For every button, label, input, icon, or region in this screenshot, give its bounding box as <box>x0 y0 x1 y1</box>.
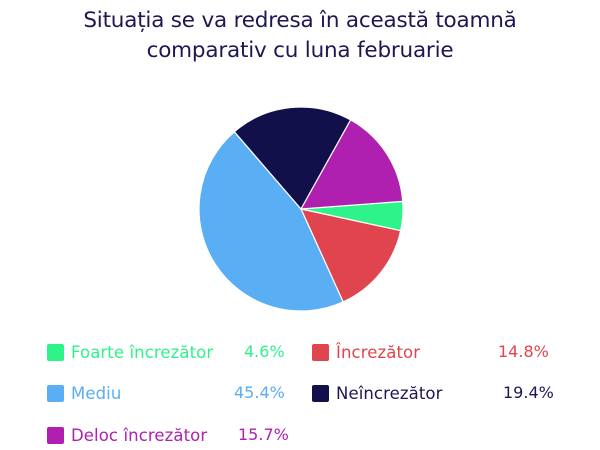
legend-label: Încrezător <box>336 342 421 362</box>
slice-neincrezator <box>233 106 352 211</box>
legend-swatch <box>47 426 64 444</box>
legend-item-deloc-increzator: Deloc încrezător <box>47 424 207 446</box>
legend-item-increzator: Încrezător <box>312 341 420 363</box>
legend-item-mediu: Mediu <box>47 382 121 404</box>
slice-mediu <box>198 130 344 312</box>
legend-value: 15.7% <box>238 425 289 444</box>
slice-deloc-increzator <box>299 119 404 210</box>
legend-swatch <box>312 343 329 361</box>
chart-title: Situația se va redresa în această toamnă… <box>0 6 600 66</box>
legend-value: 4.6% <box>244 342 285 361</box>
legend-value: 14.8% <box>498 342 549 361</box>
legend-label: Deloc încrezător <box>71 425 208 445</box>
slice-increzator <box>299 208 402 303</box>
legend-swatch <box>47 384 64 402</box>
chart-title-line-1: Situația se va redresa în această toamnă <box>83 8 517 33</box>
legend-label: Neîncrezător <box>336 383 443 403</box>
legend-swatch <box>47 343 64 361</box>
legend-value: 45.4% <box>234 383 285 402</box>
legend-value: 19.4% <box>503 383 554 402</box>
chart-title-line-2: comparativ cu luna februarie <box>146 38 454 63</box>
legend-label: Foarte încrezător <box>71 342 214 362</box>
legend-item-neincrezator: Neîncrezător <box>312 382 443 404</box>
legend-swatch <box>312 384 329 402</box>
legend-item-foarte-increzator: Foarte încrezător <box>47 341 213 363</box>
legend-label: Mediu <box>71 383 122 403</box>
